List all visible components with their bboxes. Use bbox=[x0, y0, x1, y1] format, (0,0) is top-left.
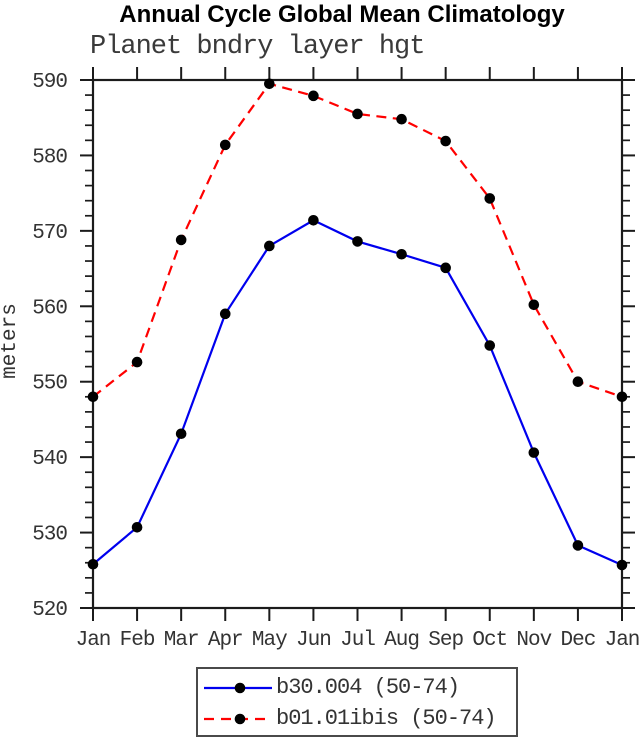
svg-text:Jan: Jan bbox=[605, 629, 639, 652]
legend-line-sample-dashed bbox=[204, 713, 272, 725]
legend-box: b30.004 (50-74) b01.01ibis (50-74) bbox=[196, 667, 518, 737]
svg-text:Apr: Apr bbox=[208, 629, 243, 652]
chart-title: Annual Cycle Global Mean Climatology bbox=[119, 1, 565, 28]
svg-text:Aug: Aug bbox=[384, 629, 419, 652]
svg-text:Oct: Oct bbox=[472, 629, 507, 652]
svg-text:530: 530 bbox=[32, 524, 67, 547]
svg-text:Nov: Nov bbox=[516, 629, 551, 652]
legend-label: b01.01ibis (50-74) bbox=[276, 706, 497, 731]
legend-marker-circle-icon bbox=[234, 713, 246, 725]
svg-text:590: 590 bbox=[32, 71, 67, 94]
svg-text:Jun: Jun bbox=[296, 629, 331, 652]
chart-subtitle: Planet bndry layer hgt bbox=[90, 32, 425, 62]
svg-text:Sep: Sep bbox=[428, 629, 463, 652]
svg-text:Feb: Feb bbox=[120, 629, 155, 652]
legend-marker-circle-icon bbox=[234, 682, 246, 694]
svg-text:Jan: Jan bbox=[76, 629, 111, 652]
legend-label: b30.004 (50-74) bbox=[276, 675, 460, 700]
svg-text:520: 520 bbox=[32, 599, 67, 622]
svg-text:550: 550 bbox=[32, 373, 67, 396]
svg-text:580: 580 bbox=[32, 146, 67, 169]
svg-text:Jul: Jul bbox=[340, 629, 375, 652]
svg-text:560: 560 bbox=[32, 297, 67, 320]
legend-line-sample-solid bbox=[204, 682, 272, 694]
svg-text:570: 570 bbox=[32, 222, 67, 245]
svg-text:540: 540 bbox=[32, 448, 67, 471]
legend-entry-b01: b01.01ibis (50-74) bbox=[202, 703, 516, 734]
svg-text:May: May bbox=[252, 629, 287, 652]
svg-text:Mar: Mar bbox=[164, 629, 199, 652]
legend-entry-b30: b30.004 (50-74) bbox=[202, 672, 516, 703]
svg-text:Dec: Dec bbox=[561, 629, 596, 652]
plot-canvas: Jan Feb Mar Apr May Jun Jul Aug Sep Oct Nov Dec Jan 5… bbox=[32, 67, 639, 652]
